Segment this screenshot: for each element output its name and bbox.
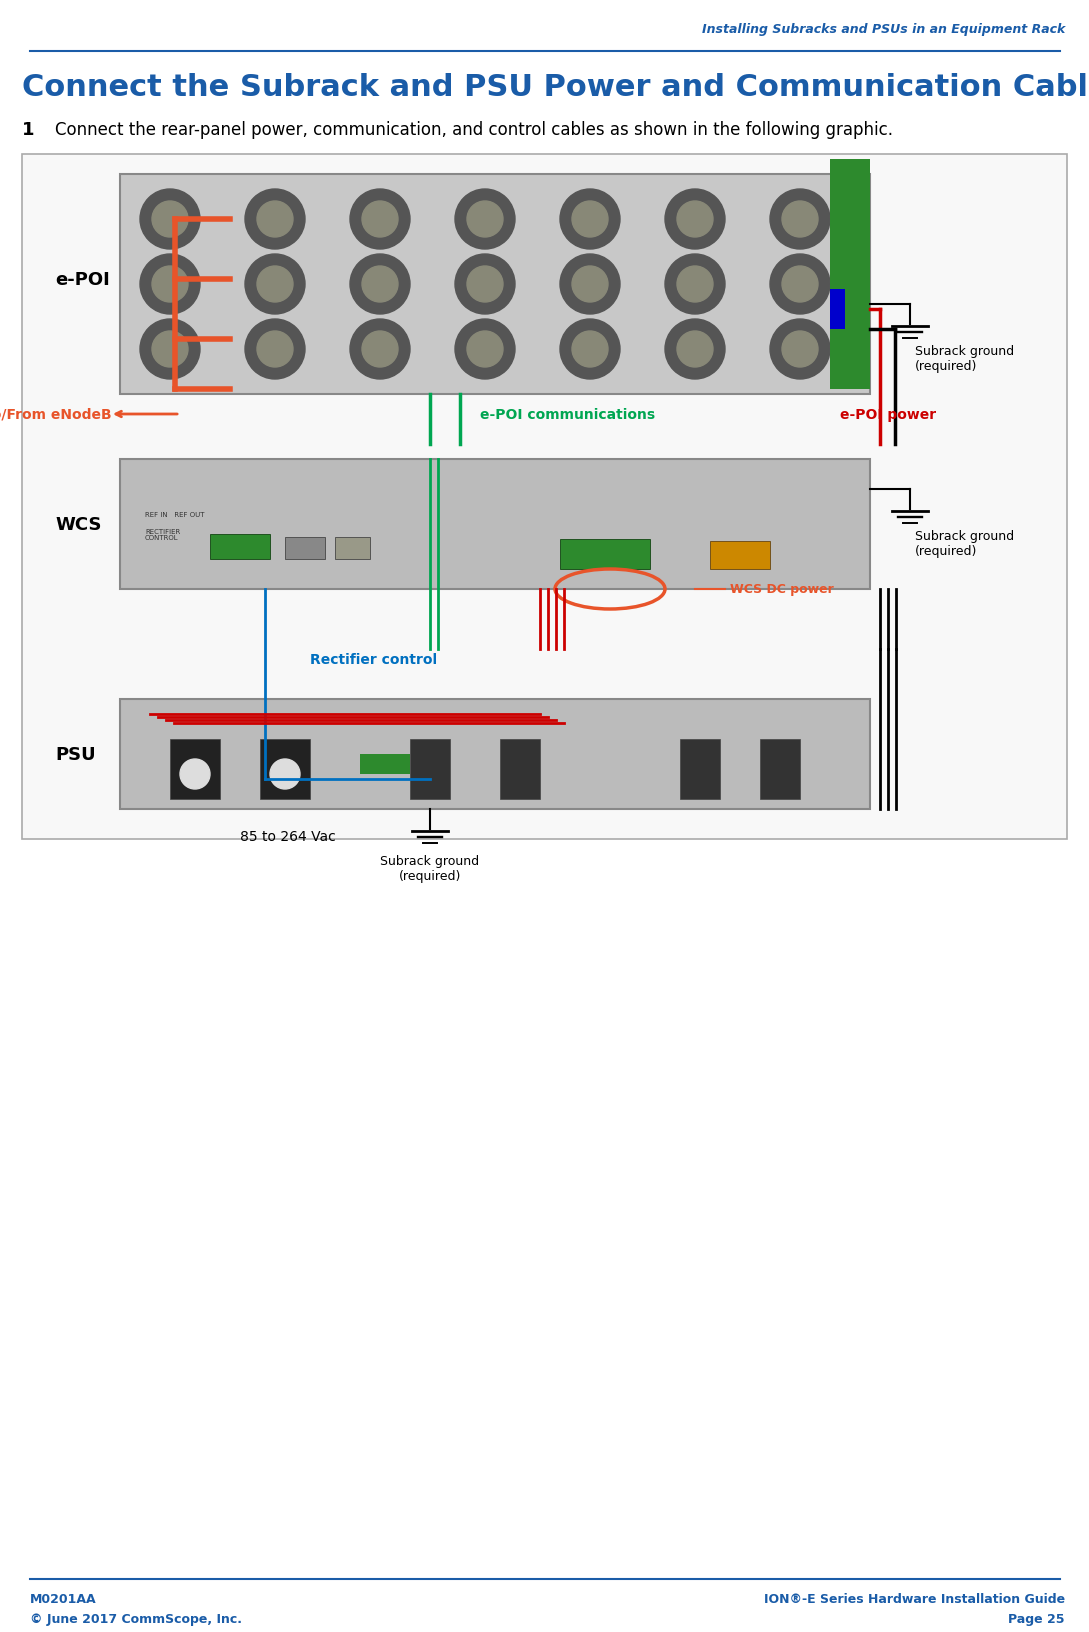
Circle shape xyxy=(467,202,503,238)
Circle shape xyxy=(770,320,830,380)
FancyBboxPatch shape xyxy=(500,739,540,800)
FancyBboxPatch shape xyxy=(409,739,450,800)
Text: 85 to 264 Vac: 85 to 264 Vac xyxy=(240,829,335,844)
Text: WCS: WCS xyxy=(56,516,101,534)
Circle shape xyxy=(350,320,409,380)
Circle shape xyxy=(665,320,725,380)
Circle shape xyxy=(572,202,608,238)
Text: PSU: PSU xyxy=(56,746,96,764)
Circle shape xyxy=(245,320,305,380)
Text: Connect the Subrack and PSU Power and Communication Cables: Connect the Subrack and PSU Power and Co… xyxy=(22,73,1089,103)
Circle shape xyxy=(257,268,293,304)
Circle shape xyxy=(245,189,305,250)
Circle shape xyxy=(270,759,299,790)
Circle shape xyxy=(350,255,409,315)
Circle shape xyxy=(362,331,397,367)
Circle shape xyxy=(782,331,818,367)
Circle shape xyxy=(467,268,503,304)
Circle shape xyxy=(257,202,293,238)
Circle shape xyxy=(770,255,830,315)
Circle shape xyxy=(572,268,608,304)
FancyBboxPatch shape xyxy=(710,542,770,570)
FancyBboxPatch shape xyxy=(680,739,720,800)
Circle shape xyxy=(152,331,188,367)
Text: e-POI power: e-POI power xyxy=(840,408,937,421)
Text: Subrack ground
(required): Subrack ground (required) xyxy=(380,855,479,883)
FancyBboxPatch shape xyxy=(830,160,870,390)
Circle shape xyxy=(245,255,305,315)
Text: 1: 1 xyxy=(22,121,35,139)
Text: ION®-E Series Hardware Installation Guide: ION®-E Series Hardware Installation Guid… xyxy=(763,1593,1065,1606)
Circle shape xyxy=(140,189,200,250)
Text: M0201AA: M0201AA xyxy=(30,1593,97,1606)
Circle shape xyxy=(257,331,293,367)
Text: WCS DC power: WCS DC power xyxy=(730,583,834,596)
Circle shape xyxy=(152,202,188,238)
Circle shape xyxy=(560,189,620,250)
FancyBboxPatch shape xyxy=(120,175,870,395)
Text: e-POI communications: e-POI communications xyxy=(480,408,656,421)
Circle shape xyxy=(560,255,620,315)
Text: e-POI: e-POI xyxy=(56,271,110,289)
FancyBboxPatch shape xyxy=(360,754,409,775)
Circle shape xyxy=(140,255,200,315)
Text: Installing Subracks and PSUs in an Equipment Rack: Installing Subracks and PSUs in an Equip… xyxy=(701,23,1065,36)
FancyBboxPatch shape xyxy=(760,739,800,800)
FancyBboxPatch shape xyxy=(285,537,325,560)
FancyBboxPatch shape xyxy=(22,155,1067,839)
Circle shape xyxy=(180,759,210,790)
Circle shape xyxy=(665,255,725,315)
Circle shape xyxy=(677,268,713,304)
Circle shape xyxy=(455,189,515,250)
Circle shape xyxy=(362,202,397,238)
Text: RECTIFIER
CONTROL: RECTIFIER CONTROL xyxy=(145,529,181,542)
FancyBboxPatch shape xyxy=(335,537,370,560)
FancyBboxPatch shape xyxy=(120,700,870,809)
Circle shape xyxy=(140,320,200,380)
Circle shape xyxy=(572,331,608,367)
Circle shape xyxy=(665,189,725,250)
FancyBboxPatch shape xyxy=(210,535,270,560)
Text: Rectifier control: Rectifier control xyxy=(310,653,437,666)
Text: Page 25: Page 25 xyxy=(1008,1612,1065,1625)
Text: Connect the rear-panel power, communication, and control cables as shown in the : Connect the rear-panel power, communicat… xyxy=(56,121,893,139)
Text: © June 2017 CommScope, Inc.: © June 2017 CommScope, Inc. xyxy=(30,1612,242,1625)
Circle shape xyxy=(455,255,515,315)
Text: REF IN   REF OUT: REF IN REF OUT xyxy=(145,512,205,517)
Text: Subrack ground
(required): Subrack ground (required) xyxy=(915,344,1014,372)
Circle shape xyxy=(782,202,818,238)
Circle shape xyxy=(782,268,818,304)
FancyBboxPatch shape xyxy=(170,739,220,800)
Circle shape xyxy=(362,268,397,304)
Circle shape xyxy=(677,331,713,367)
FancyBboxPatch shape xyxy=(560,540,650,570)
Text: Subrack ground
(required): Subrack ground (required) xyxy=(915,530,1014,558)
Text: To/From eNodeB: To/From eNodeB xyxy=(0,408,112,421)
Circle shape xyxy=(152,268,188,304)
FancyBboxPatch shape xyxy=(830,290,845,330)
Circle shape xyxy=(467,331,503,367)
Circle shape xyxy=(350,189,409,250)
Circle shape xyxy=(677,202,713,238)
FancyBboxPatch shape xyxy=(120,460,870,589)
FancyBboxPatch shape xyxy=(260,739,310,800)
Circle shape xyxy=(455,320,515,380)
Circle shape xyxy=(770,189,830,250)
Circle shape xyxy=(560,320,620,380)
